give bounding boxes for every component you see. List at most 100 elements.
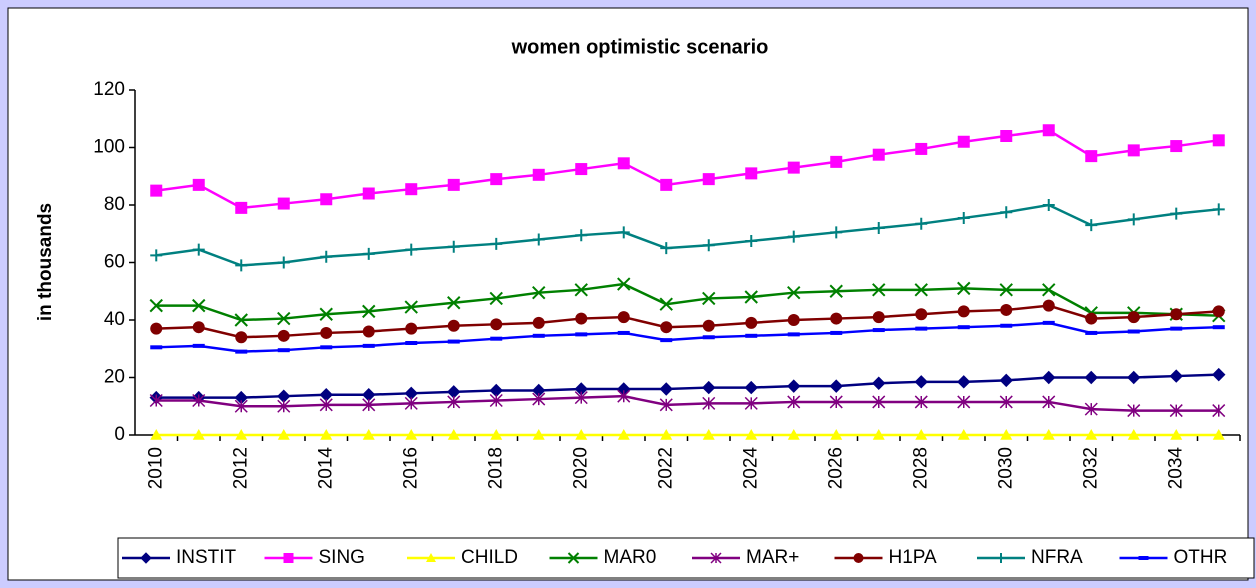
marker bbox=[1170, 140, 1183, 153]
marker bbox=[1212, 305, 1225, 318]
legend-label: NFRA bbox=[1031, 547, 1083, 568]
marker bbox=[1084, 370, 1098, 385]
marker bbox=[1042, 199, 1055, 211]
marker bbox=[745, 234, 758, 247]
marker bbox=[745, 316, 758, 329]
marker bbox=[447, 339, 460, 344]
marker bbox=[192, 393, 206, 408]
marker bbox=[915, 217, 928, 230]
marker bbox=[362, 325, 375, 338]
marker bbox=[1085, 312, 1098, 325]
marker bbox=[532, 168, 545, 181]
x-tick-label: 2028 bbox=[910, 447, 931, 489]
marker bbox=[405, 322, 418, 335]
marker bbox=[1127, 144, 1140, 157]
y-tick-label: 20 bbox=[104, 367, 125, 388]
marker bbox=[702, 335, 715, 340]
legend-label: OTHR bbox=[1174, 547, 1228, 568]
marker bbox=[787, 429, 800, 440]
marker bbox=[957, 325, 970, 330]
marker bbox=[532, 316, 545, 329]
series-line bbox=[156, 321, 1219, 353]
marker bbox=[830, 155, 843, 168]
y-tick-label: 80 bbox=[104, 194, 125, 215]
marker bbox=[283, 553, 294, 563]
marker bbox=[1170, 207, 1183, 220]
marker bbox=[277, 311, 291, 326]
marker bbox=[830, 330, 843, 335]
x-tick-label: 2018 bbox=[485, 447, 506, 489]
marker bbox=[787, 161, 800, 174]
marker bbox=[744, 380, 758, 395]
marker bbox=[320, 193, 333, 206]
marker bbox=[575, 332, 588, 337]
marker bbox=[320, 429, 333, 440]
marker bbox=[362, 429, 375, 440]
marker bbox=[1000, 323, 1013, 328]
marker bbox=[659, 382, 673, 396]
marker bbox=[150, 345, 163, 350]
x-tick-label: 2034 bbox=[1165, 447, 1186, 490]
marker bbox=[192, 243, 205, 256]
marker bbox=[1212, 203, 1225, 216]
marker bbox=[575, 163, 588, 176]
y-tick-label: 100 bbox=[93, 137, 125, 158]
marker bbox=[915, 142, 928, 155]
marker bbox=[787, 379, 801, 393]
marker bbox=[1212, 325, 1225, 330]
marker bbox=[532, 333, 545, 338]
marker bbox=[532, 233, 545, 246]
x-tick-label: 2014 bbox=[315, 447, 336, 490]
marker bbox=[234, 399, 248, 413]
marker bbox=[149, 298, 163, 313]
marker bbox=[872, 395, 886, 409]
marker bbox=[362, 247, 375, 260]
marker bbox=[1042, 320, 1055, 325]
marker bbox=[617, 157, 630, 170]
marker bbox=[1000, 130, 1013, 142]
marker bbox=[702, 396, 716, 410]
marker bbox=[405, 183, 418, 196]
marker bbox=[702, 319, 715, 332]
marker bbox=[787, 314, 800, 326]
y-tick-label: 0 bbox=[114, 424, 125, 445]
marker bbox=[447, 178, 460, 191]
marker bbox=[150, 249, 163, 262]
marker bbox=[787, 285, 801, 300]
marker bbox=[1127, 429, 1140, 440]
marker bbox=[235, 201, 248, 214]
marker bbox=[872, 222, 885, 234]
marker bbox=[659, 398, 673, 412]
legend-label: MAR+ bbox=[746, 547, 799, 568]
marker bbox=[489, 393, 503, 408]
marker bbox=[490, 237, 503, 250]
marker bbox=[872, 376, 886, 390]
marker bbox=[447, 240, 460, 253]
legend-label: MAR0 bbox=[604, 547, 657, 568]
marker bbox=[744, 396, 758, 410]
marker bbox=[745, 167, 758, 180]
marker bbox=[1085, 219, 1098, 232]
marker bbox=[617, 389, 631, 403]
marker bbox=[1138, 556, 1149, 560]
marker bbox=[617, 277, 631, 291]
marker bbox=[320, 250, 333, 263]
marker bbox=[914, 283, 928, 297]
y-tick-label: 40 bbox=[104, 309, 125, 330]
marker bbox=[1169, 369, 1183, 383]
marker bbox=[660, 429, 673, 440]
marker bbox=[872, 148, 885, 161]
marker bbox=[617, 226, 630, 239]
marker bbox=[830, 429, 843, 440]
marker bbox=[140, 552, 152, 564]
marker bbox=[957, 395, 971, 409]
series-line bbox=[156, 128, 1219, 210]
marker bbox=[447, 395, 461, 409]
marker bbox=[404, 396, 418, 410]
marker bbox=[915, 429, 928, 440]
marker bbox=[234, 313, 248, 327]
marker bbox=[362, 187, 375, 200]
marker bbox=[319, 398, 333, 412]
marker bbox=[320, 326, 333, 339]
marker bbox=[617, 330, 630, 335]
